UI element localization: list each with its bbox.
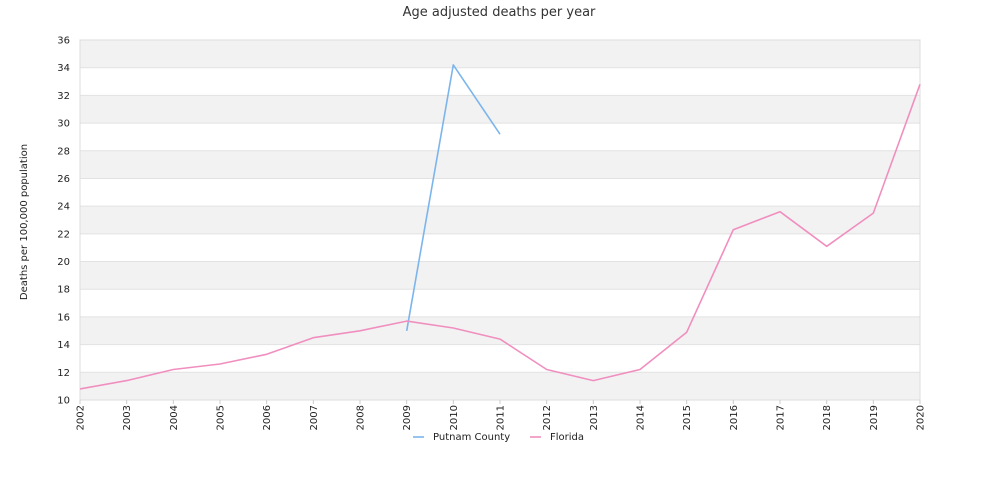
y-axis-label: Deaths per 100,000 population: [19, 144, 30, 300]
x-axis-ticks: 2002 2003 2004 2005 2006 2007 2008 2009 2010 2011…: [76, 400, 927, 430]
grid-band: [80, 95, 920, 124]
x-tick-label: 2015: [682, 405, 693, 430]
x-tick-label: 2018: [822, 405, 833, 430]
y-tick-label: 12: [57, 368, 70, 379]
x-tick-label: 2012: [542, 405, 553, 430]
legend-item-0[interactable]: Putnam County: [413, 432, 510, 443]
y-tick-label: 22: [57, 229, 70, 240]
x-tick-label: 2003: [122, 405, 133, 430]
grid-lines: [79, 39, 921, 401]
series-line-0[interactable]: [405, 64, 501, 331]
y-axis-ticks: 10 12 14 16 18 20 22 24 26 28 30 32 34 36: [57, 36, 70, 407]
y-tick-label: 30: [57, 119, 70, 130]
x-tick-label: 2002: [76, 405, 87, 430]
x-tick-label: 2005: [216, 405, 227, 430]
x-tick-label: 2019: [869, 405, 880, 430]
y-tick-label: 10: [57, 396, 70, 407]
chart-title: Age adjusted deaths per year: [403, 5, 596, 20]
grid-band: [80, 40, 920, 68]
grid-band: [80, 261, 920, 290]
grid-bands: [80, 40, 920, 400]
y-tick-label: 18: [57, 285, 70, 296]
x-tick-label: 2006: [262, 405, 273, 430]
grid-band: [80, 372, 920, 400]
legend-label: Florida: [550, 432, 584, 443]
grid-band: [80, 316, 920, 345]
grid-band: [80, 206, 920, 234]
x-tick-label: 2017: [776, 405, 787, 430]
y-tick-label: 32: [57, 91, 70, 102]
x-tick-label: 2007: [309, 405, 320, 430]
series-lines: [79, 64, 921, 390]
y-tick-label: 36: [57, 36, 70, 47]
y-tick-label: 14: [57, 340, 70, 351]
x-tick-label: 2020: [916, 405, 927, 430]
series-line-1[interactable]: [79, 84, 921, 390]
y-tick-label: 24: [57, 202, 70, 213]
y-tick-label: 26: [57, 174, 70, 185]
y-tick-label: 16: [57, 312, 70, 323]
x-tick-label: 2016: [729, 405, 740, 430]
x-tick-label: 2014: [636, 405, 647, 430]
x-tick-label: 2009: [402, 405, 413, 430]
legend[interactable]: Putnam County Florida: [413, 432, 584, 443]
legend-item-1[interactable]: Florida: [530, 432, 584, 443]
y-tick-label: 28: [57, 146, 70, 157]
y-tick-label: 34: [57, 63, 70, 74]
x-tick-label: 2008: [356, 405, 367, 430]
grid-band: [80, 150, 920, 179]
x-tick-label: 2010: [449, 405, 460, 430]
x-tick-label: 2013: [589, 405, 600, 430]
x-tick-label: 2004: [169, 405, 180, 430]
y-tick-label: 20: [57, 257, 70, 268]
legend-label: Putnam County: [433, 432, 510, 443]
x-tick-label: 2011: [496, 405, 507, 430]
